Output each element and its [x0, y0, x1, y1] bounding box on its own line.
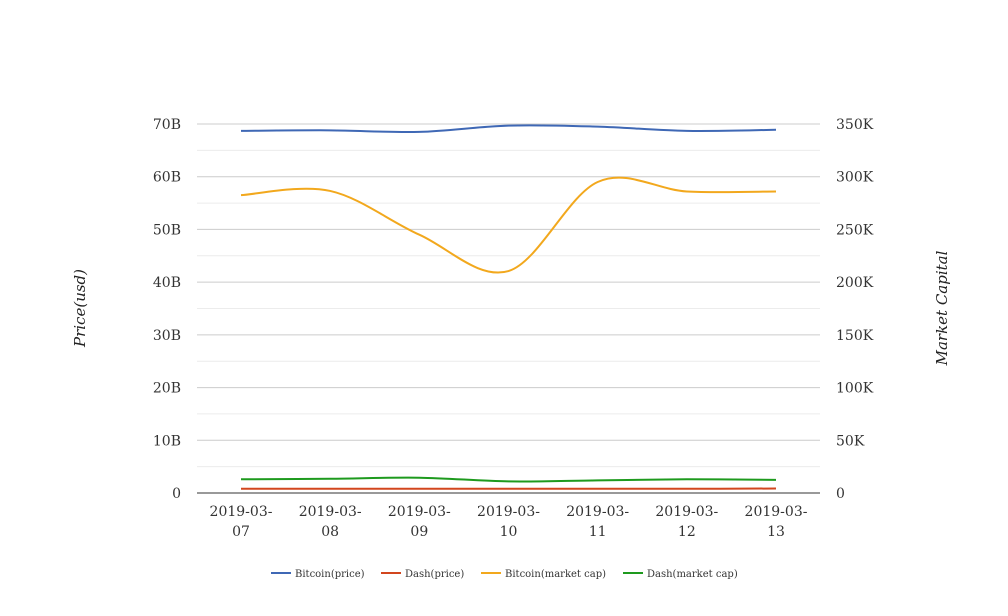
y-right-tick-labels: 0 50K 100K 150K 200K 250K 300K 350K	[836, 117, 874, 502]
y-right-tick-label: 0	[836, 486, 845, 502]
legend-label: Bitcoin(market cap)	[505, 569, 606, 580]
y-left-tick-label: 70B	[153, 117, 181, 133]
legend-label: Dash(price)	[405, 569, 464, 580]
y-right-axis-title: Market Capital	[933, 250, 951, 366]
y-left-tick-label: 40B	[153, 275, 181, 291]
legend-item-bitcoin-price[interactable]: Bitcoin(price)	[271, 569, 365, 580]
legend-label: Bitcoin(price)	[295, 569, 365, 580]
grid-lines	[197, 123, 820, 468]
y-right-tick-label: 200K	[836, 275, 874, 291]
y-right-tick-label: 100K	[836, 381, 874, 397]
x-tick-label: 2019-03-10	[477, 504, 540, 540]
series-line-bitcoin-price	[240, 124, 777, 134]
series-lines	[240, 124, 777, 490]
y-left-tick-label: 0	[172, 486, 181, 502]
series-line-bitcoin-market-cap	[240, 176, 777, 274]
x-tick-label: 2019-03-08	[299, 504, 362, 540]
legend: Bitcoin(price) Dash(price) Bitcoin(market …	[271, 569, 738, 580]
legend-item-dash-market-cap[interactable]: Dash(market cap)	[623, 569, 738, 580]
x-tick-label: 2019-03-12	[655, 504, 718, 540]
x-tick-label: 2019-03-11	[566, 504, 629, 540]
x-tick-label: 2019-03-13	[745, 504, 808, 540]
y-left-tick-label: 50B	[153, 222, 181, 238]
y-left-tick-label: 30B	[153, 328, 181, 344]
x-tick-label: 2019-03-07	[210, 504, 273, 540]
legend-item-dash-price[interactable]: Dash(price)	[381, 569, 464, 580]
y-left-tick-labels: 0 10B 20B 30B 40B 50B 60B 70B	[153, 117, 181, 502]
y-left-tick-label: 10B	[153, 433, 181, 449]
y-left-tick-label: 60B	[153, 170, 181, 186]
y-right-tick-label: 250K	[836, 222, 874, 238]
series-line-dash-market-cap	[240, 476, 777, 483]
y-right-tick-label: 350K	[836, 117, 874, 133]
y-right-tick-label: 150K	[836, 328, 874, 344]
legend-label: Dash(market cap)	[647, 569, 738, 580]
y-left-axis-title: Price(usd)	[71, 269, 89, 348]
y-right-tick-label: 50K	[836, 433, 865, 449]
y-right-tick-label: 300K	[836, 170, 874, 186]
x-tick-label: 2019-03-09	[388, 504, 451, 540]
y-left-tick-label: 20B	[153, 381, 181, 397]
x-tick-labels: 2019-03-07 2019-03-08 2019-03-09 2019-03-10…	[210, 504, 808, 540]
legend-item-bitcoin-market-cap[interactable]: Bitcoin(market cap)	[481, 569, 606, 580]
